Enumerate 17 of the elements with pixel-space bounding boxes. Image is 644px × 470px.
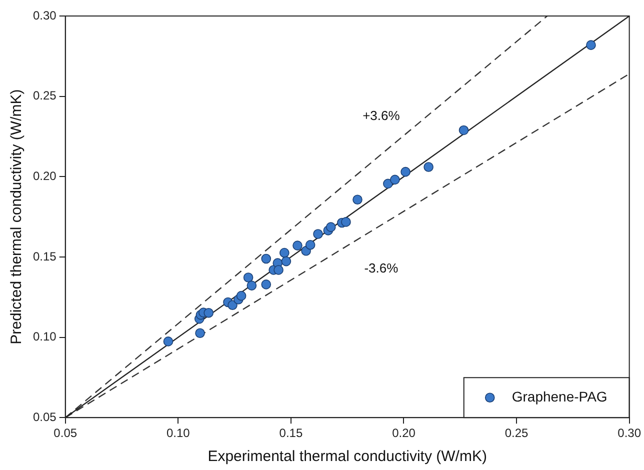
- y-tick-label: 0.30: [32, 8, 57, 22]
- x-tick-label: 0.10: [166, 426, 190, 440]
- x-tick-label: 0.20: [392, 426, 416, 440]
- y-tick-label: 0.25: [32, 88, 57, 103]
- legend-label: Graphene-PAG: [512, 388, 608, 404]
- x-tick-label: 0.25: [504, 426, 529, 440]
- annotation: +3.6%: [362, 108, 400, 123]
- x-tick-label: 0.05: [54, 426, 78, 440]
- annotation: -3.6%: [364, 260, 399, 276]
- x-axis-title: Experimental thermal conductivity (W/mK): [208, 448, 487, 466]
- x-tick-label: 0.30: [618, 426, 642, 440]
- y-axis-title: Predicted thermal conductivity (W/mK): [8, 89, 26, 344]
- y-tick-label: 0.10: [32, 330, 57, 344]
- x-tick-label: 0.15: [279, 426, 303, 440]
- y-tick-label: 0.05: [32, 410, 57, 424]
- y-tick-label: 0.15: [32, 249, 57, 264]
- y-tick-label: 0.20: [32, 168, 57, 183]
